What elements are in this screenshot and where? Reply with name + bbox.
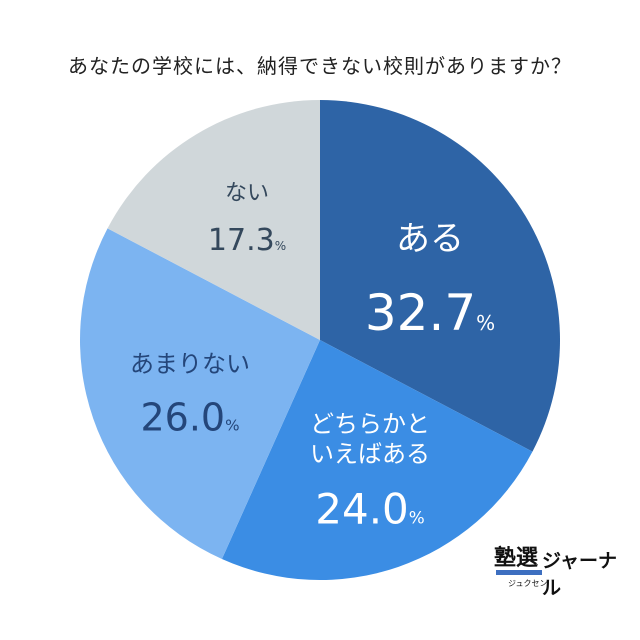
slice-label: どちらかと: [310, 410, 430, 438]
chart-title: あなたの学校には、納得できない校則がありますか？: [68, 54, 572, 78]
slice-label: いえばある: [310, 440, 430, 468]
slice-value-label: 24.0%: [315, 485, 425, 534]
slice-label: あまりない: [130, 350, 250, 378]
pie-slice: [107, 100, 320, 340]
pencil-icon: [496, 570, 542, 575]
slice-value-label: 32.7%: [365, 284, 495, 342]
slice-value-label: 17.3%: [208, 223, 286, 258]
logo-main-text: 塾選: [494, 546, 539, 571]
logo-sub-text: ジャーナル: [542, 550, 618, 599]
pie-slice: [320, 100, 560, 452]
slice-value-label: 26.0%: [140, 396, 239, 440]
pie-slice: [221, 340, 533, 580]
slice-label: ある: [396, 219, 464, 259]
pie-slice: [80, 228, 320, 560]
slice-label: ない: [225, 181, 269, 206]
logo-reading: ジュクセン: [508, 579, 548, 588]
logo: 塾選 ジャーナル ジュクセン: [494, 540, 634, 599]
